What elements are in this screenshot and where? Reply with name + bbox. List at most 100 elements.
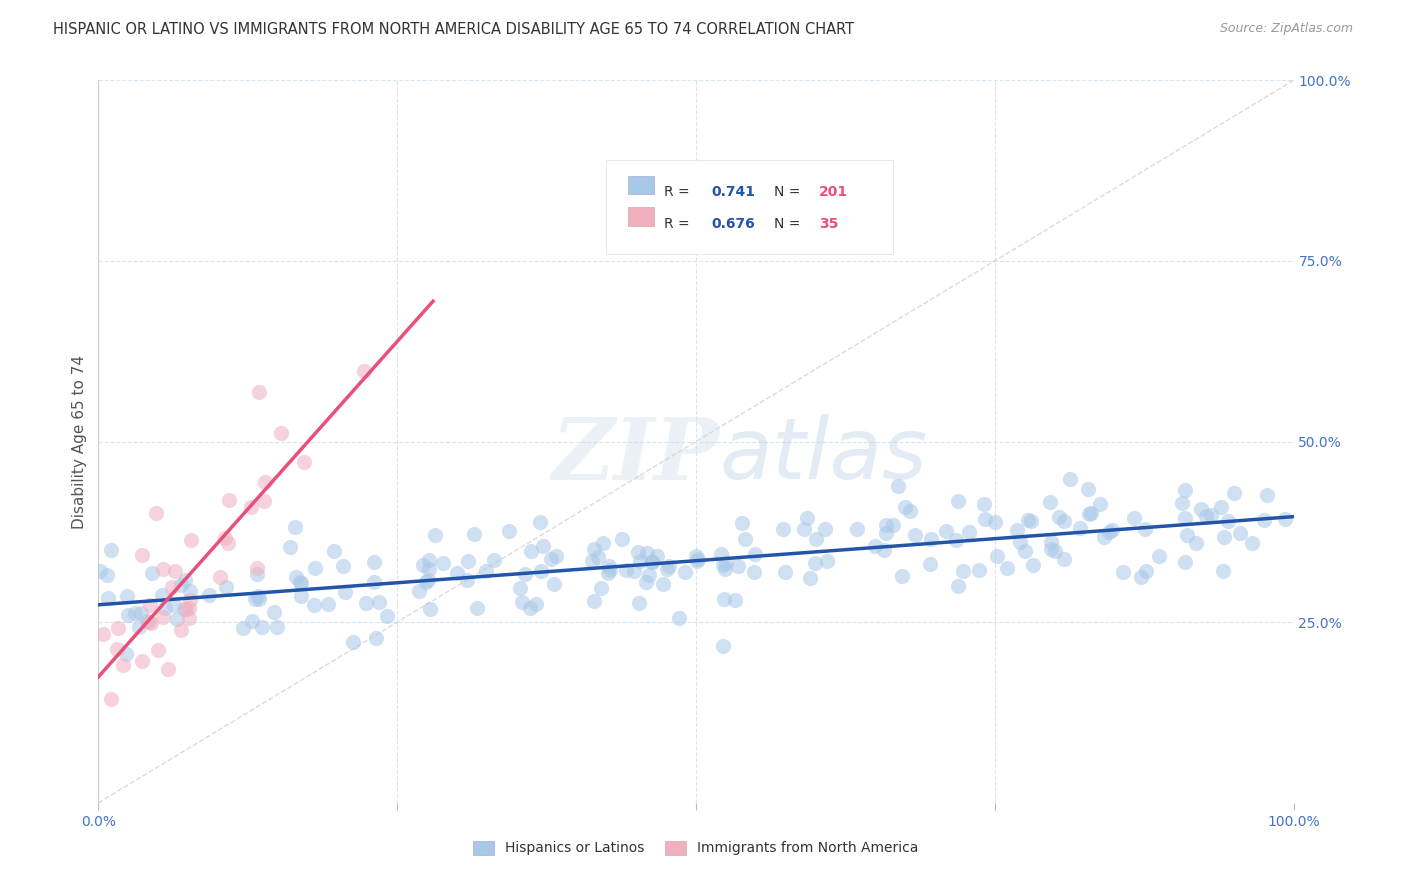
Hispanics or Latinos — [1174, 483, 1197, 497]
Immigrants from North America — [294, 455, 316, 469]
Hispanics or Latinos — [799, 571, 821, 585]
Hispanics or Latinos — [533, 539, 555, 553]
Hispanics or Latinos — [638, 568, 661, 582]
Hispanics or Latinos — [1185, 536, 1208, 550]
Hispanics or Latinos — [581, 553, 603, 567]
Hispanics or Latinos — [524, 598, 547, 612]
Hispanics or Latinos — [1022, 558, 1045, 572]
Hispanics or Latinos — [651, 577, 673, 591]
Hispanics or Latinos — [1088, 497, 1111, 511]
Hispanics or Latinos — [418, 553, 440, 567]
Hispanics or Latinos — [655, 562, 678, 576]
Hispanics or Latinos — [215, 580, 238, 594]
Immigrants from North America — [170, 623, 193, 637]
Hispanics or Latinos — [775, 566, 797, 580]
Hispanics or Latinos — [1053, 552, 1076, 566]
Immigrants from North America — [246, 561, 269, 575]
Hispanics or Latinos — [865, 539, 887, 553]
Hispanics or Latinos — [115, 589, 138, 603]
Immigrants from North America — [139, 598, 162, 612]
Hispanics or Latinos — [973, 497, 995, 511]
Hispanics or Latinos — [1043, 543, 1066, 558]
Hispanics or Latinos — [475, 564, 498, 578]
Hispanics or Latinos — [598, 559, 620, 574]
Immigrants from North America — [105, 642, 128, 657]
Hispanics or Latinos — [1170, 496, 1192, 510]
Immigrants from North America — [156, 662, 179, 676]
Hispanics or Latinos — [673, 565, 696, 579]
Hispanics or Latinos — [1077, 483, 1099, 497]
Hispanics or Latinos — [128, 620, 150, 634]
Immigrants from North America — [217, 535, 239, 549]
Hispanics or Latinos — [278, 541, 301, 555]
Hispanics or Latinos — [1077, 507, 1099, 521]
Hispanics or Latinos — [714, 556, 737, 570]
Hispanics or Latinos — [626, 545, 648, 559]
Hispanics or Latinos — [515, 567, 537, 582]
Immigrants from North America — [253, 494, 276, 508]
Hispanics or Latinos — [498, 524, 520, 538]
Hispanics or Latinos — [519, 543, 541, 558]
Hispanics or Latinos — [166, 612, 188, 626]
Hispanics or Latinos — [509, 581, 531, 595]
Text: atlas: atlas — [720, 415, 928, 498]
Hispanics or Latinos — [804, 532, 827, 546]
Hispanics or Latinos — [363, 555, 385, 569]
Hispanics or Latinos — [984, 515, 1007, 529]
Hispanics or Latinos — [957, 525, 980, 540]
Hispanics or Latinos — [247, 592, 270, 607]
Hispanics or Latinos — [290, 576, 312, 591]
Hispanics or Latinos — [731, 516, 754, 531]
Hispanics or Latinos — [1274, 512, 1296, 526]
Hispanics or Latinos — [136, 615, 159, 629]
Hispanics or Latinos — [1039, 535, 1062, 549]
Hispanics or Latinos — [100, 542, 122, 557]
Hispanics or Latinos — [124, 606, 146, 620]
Hispanics or Latinos — [1047, 509, 1070, 524]
Text: 201: 201 — [820, 185, 848, 199]
Hispanics or Latinos — [510, 595, 533, 609]
Hispanics or Latinos — [302, 598, 325, 612]
Hispanics or Latinos — [408, 583, 430, 598]
Hispanics or Latinos — [1014, 544, 1036, 558]
Text: Source: ZipAtlas.com: Source: ZipAtlas.com — [1219, 22, 1353, 36]
Hispanics or Latinos — [814, 522, 837, 536]
Hispanics or Latinos — [1059, 472, 1081, 486]
Hispanics or Latinos — [519, 600, 541, 615]
Hispanics or Latinos — [1133, 522, 1156, 536]
Hispanics or Latinos — [375, 608, 398, 623]
Hispanics or Latinos — [1256, 488, 1278, 502]
Hispanics or Latinos — [465, 601, 488, 615]
Hispanics or Latinos — [686, 554, 709, 568]
Hispanics or Latinos — [141, 566, 163, 580]
Text: ZIP: ZIP — [553, 414, 720, 498]
Hispanics or Latinos — [263, 605, 285, 619]
Hispanics or Latinos — [1017, 513, 1039, 527]
Hispanics or Latinos — [1135, 564, 1157, 578]
Text: HISPANIC OR LATINO VS IMMIGRANTS FROM NORTH AMERICA DISABILITY AGE 65 TO 74 CORR: HISPANIC OR LATINO VS IMMIGRANTS FROM NO… — [53, 22, 855, 37]
Text: N =: N = — [773, 185, 804, 199]
Hispanics or Latinos — [946, 494, 969, 508]
Immigrants from North America — [107, 621, 129, 635]
Hispanics or Latinos — [628, 554, 651, 568]
Hispanics or Latinos — [614, 563, 637, 577]
Hispanics or Latinos — [875, 518, 897, 533]
Immigrants from North America — [240, 500, 263, 514]
Immigrants from North America — [111, 658, 134, 673]
Hispanics or Latinos — [898, 504, 921, 518]
Immigrants from North America — [247, 384, 270, 399]
Hispanics or Latinos — [1039, 541, 1062, 556]
Hispanics or Latinos — [418, 573, 440, 587]
Hispanics or Latinos — [636, 575, 658, 590]
Text: R =: R = — [664, 185, 693, 199]
Hispanics or Latinos — [583, 593, 606, 607]
Hispanics or Latinos — [1092, 530, 1115, 544]
Text: N =: N = — [773, 217, 804, 231]
Hispanics or Latinos — [419, 602, 441, 616]
Hispanics or Latinos — [742, 566, 765, 580]
Text: 35: 35 — [820, 217, 838, 231]
Hispanics or Latinos — [596, 566, 619, 581]
Immigrants from North America — [138, 615, 160, 629]
Hispanics or Latinos — [891, 569, 914, 583]
Hispanics or Latinos — [530, 565, 553, 579]
